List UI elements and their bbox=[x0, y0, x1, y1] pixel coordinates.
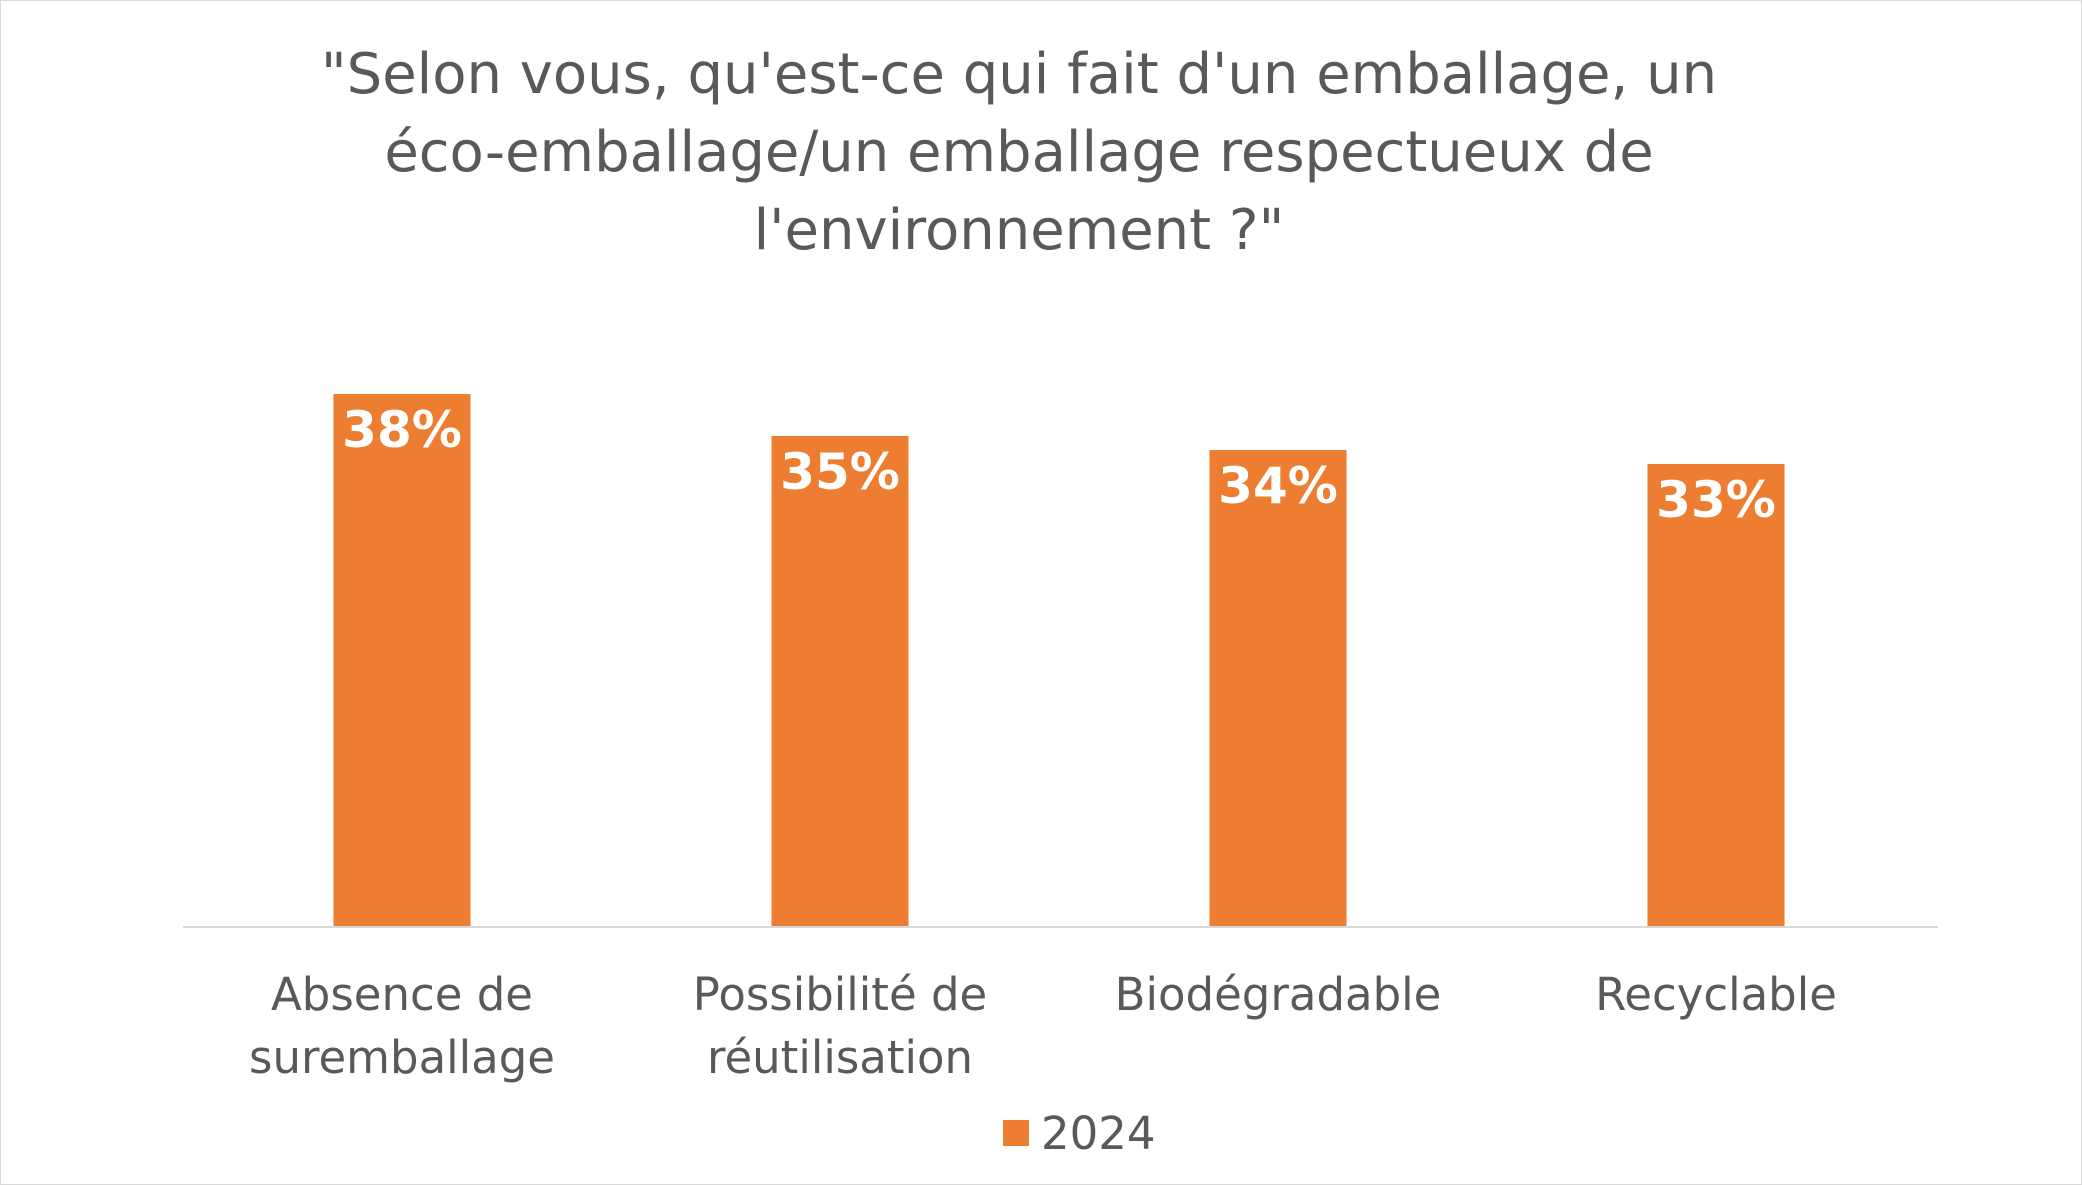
bar-2 bbox=[771, 436, 909, 926]
title-line-1: "Selon vous, qu'est-ce qui fait d'un emb… bbox=[321, 42, 1717, 107]
legend-swatch bbox=[1003, 1120, 1029, 1146]
legend: 2024 bbox=[1003, 1107, 1156, 1160]
category-label-4-line-1: Recyclable bbox=[1595, 968, 1837, 1021]
data-label-1: 38% bbox=[342, 401, 462, 459]
category-labels: Absence de suremballage Possibilité de réut… bbox=[249, 968, 1837, 1084]
category-label-3-line-1: Biodégradable bbox=[1115, 968, 1442, 1021]
bars-group: 38% 35% 34% 33% bbox=[333, 394, 1785, 926]
data-label-3: 34% bbox=[1218, 457, 1338, 515]
category-label-1-line-1: Absence de bbox=[271, 968, 533, 1021]
bar-1 bbox=[333, 394, 471, 926]
title-line-3: l'environnement ?" bbox=[754, 198, 1285, 263]
category-label-2-line-2: réutilisation bbox=[707, 1031, 973, 1084]
chart-title: "Selon vous, qu'est-ce qui fait d'un emb… bbox=[321, 42, 1717, 263]
data-label-2: 35% bbox=[780, 443, 900, 501]
legend-label: 2024 bbox=[1041, 1107, 1156, 1160]
title-line-2: éco-emballage/un emballage respectueux d… bbox=[384, 120, 1653, 185]
category-label-1-line-2: suremballage bbox=[249, 1031, 555, 1084]
bar-3 bbox=[1209, 450, 1347, 926]
category-label-2-line-1: Possibilité de bbox=[693, 968, 987, 1021]
data-label-4: 33% bbox=[1656, 471, 1776, 529]
bar-4 bbox=[1647, 464, 1785, 926]
